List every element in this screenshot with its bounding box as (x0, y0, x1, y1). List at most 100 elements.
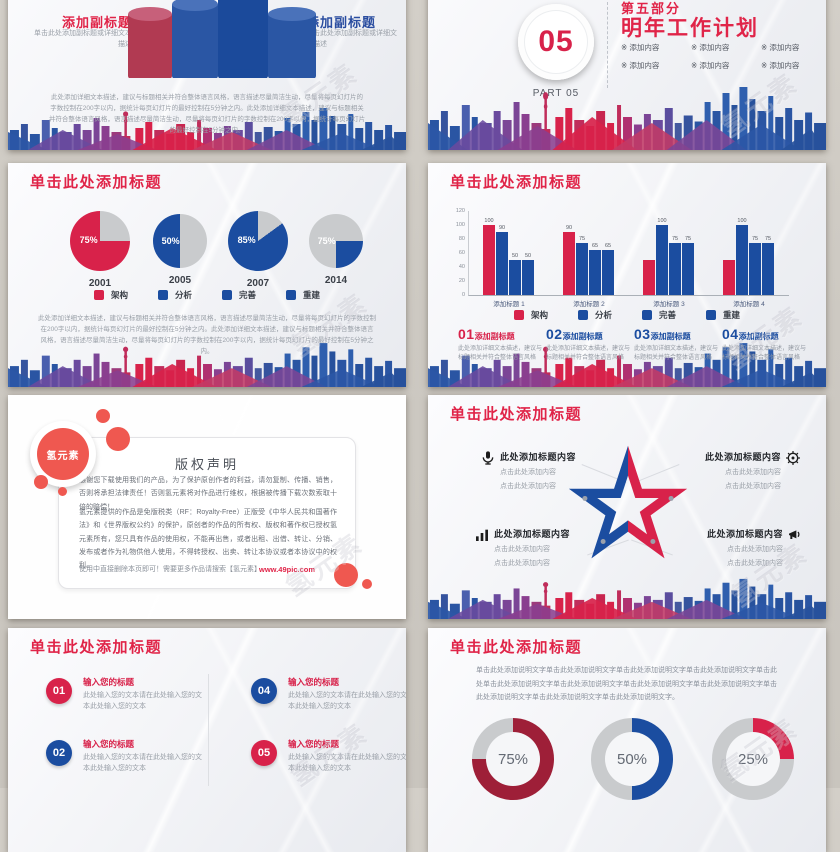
item-number-badge: 04 (251, 678, 277, 704)
callout-top-left: 此处添加标题内容 点击此处添加内容 点击此处添加内容 (480, 450, 605, 491)
callout-title: 此处添加标题内容 (494, 529, 571, 539)
slide-thumbnail-5[interactable]: 版权声明 感谢您下载使用我们的产品，为了保护原创作者的利益，请勿复制、传播、销售… (8, 395, 406, 619)
microphone-icon (482, 451, 494, 465)
copyright-card: 版权声明 感谢您下载使用我们的产品，为了保护原创作者的利益，请勿复制、传播、销售… (58, 437, 356, 589)
copyright-paragraph-2: 氢元素提供的作品是免版税类（RF：Royalty-Free）正版受《中华人民共和… (79, 509, 337, 570)
item-number-badge: 01 (46, 678, 72, 704)
section-subtitle: 第五部分 (621, 1, 682, 16)
legend-label: 完善 (239, 290, 257, 300)
content-item: ※ 添加内容 (691, 61, 730, 70)
dotted-divider (607, 2, 608, 88)
city-skyline (428, 577, 826, 619)
decor-dot (96, 409, 110, 423)
numbered-item-04: 04 输入您的标题 此处输入您的文本请在此处输入您的文本此处输入您的文本 (251, 676, 406, 713)
legend-label: 完善 (659, 310, 677, 320)
copyright-title: 版权声明 (174, 457, 239, 472)
legend-label: 分析 (174, 290, 192, 300)
slide-title: 单击此处添加标题 (450, 639, 583, 656)
content-item: ※ 添加内容 (621, 61, 660, 70)
cylinder-left-subtitle: 添加副标题 (61, 15, 132, 30)
numbered-item-01: 01 输入您的标题 此处输入您的文本请在此处输入您的文本此处输入您的文本 (46, 676, 203, 713)
slide-title: 单击此处添加标题 (450, 406, 583, 423)
callout-title: 此处添加标题内容 (500, 452, 577, 462)
callout-bottom-left: 此处添加标题内容 点击此处添加内容 点击此处添加内容 (474, 527, 599, 568)
subtitle-desc: 此处添加详细文本描述，建议与标题相关并符合整体语言风格 (458, 346, 543, 362)
subtitle-title: 添加副标题 (474, 332, 515, 341)
slide-thumbnail-2[interactable]: 05 PART 05 第五部分 明年工作计划 ※ 添加内容 ※ 添加内容 ※ 添… (428, 0, 826, 150)
chart-legend: 架构 分析 完善 重建 (8, 289, 406, 301)
ship-wheel-icon (786, 451, 800, 465)
callout-line: 点击此处添加内容 (494, 546, 550, 553)
callout-bottom-right: 此处添加标题内容 点击此处添加内容 点击此处添加内容 (678, 527, 803, 568)
pie-chart-2005: 50% (153, 214, 207, 268)
legend-label: 重建 (723, 310, 741, 320)
legend-swatch (513, 310, 524, 320)
callout-line: 点击此处添加内容 (727, 560, 783, 567)
subtitle-block-02: 02添加副标题 此处添加详细文本描述，建议与标题相关并符合整体语言风格 (546, 326, 630, 364)
legend-swatch (286, 290, 297, 300)
callout-title: 此处添加标题内容 (706, 529, 783, 539)
pie-year-label: 2014 (324, 275, 348, 286)
pie-chart-2001: 75% (70, 211, 130, 271)
subtitle-number: 02 (546, 326, 563, 342)
subtitle-number: 04 (722, 326, 739, 342)
slide-thumbnail-6[interactable]: 单击此处添加标题 此处添加标题内容 点击此处添加内容 点击此处添加内容 (428, 395, 826, 619)
section-title: 明年工作计划 (621, 17, 759, 40)
slide-thumbnail-3[interactable]: 单击此处添加标题 75% 2001 50% 2005 85% 2007 75% … (8, 163, 406, 387)
body-paragraph: 此处添加详细文本描述，建议与标题相关并符合整体语言风格，语言描述尽量简洁生动，尽… (38, 315, 376, 356)
subtitle-desc: 此处添加详细文本描述，建议与标题相关并符合整体语言风格 (546, 346, 631, 362)
donut-chart-25: 25% (712, 718, 794, 800)
column-divider (208, 674, 209, 786)
slide-thumbnail-4[interactable]: 单击此处添加标题 0 20 40 60 80 100 120 添加标题 1 100 90 50 50 添… (428, 163, 826, 387)
copyright-paragraph-1: 感谢您下载使用我们的产品，为了保护原创作者的利益，请勿复制、传播、销售，否则将承… (79, 477, 337, 511)
subtitle-number: 01 (458, 326, 475, 342)
callout-line: 点击此处添加内容 (500, 469, 556, 476)
subtitle-block-01: 01添加副标题 此处添加详细文本描述，建议与标题相关并符合整体语言风格 (458, 326, 542, 364)
brand-badge-label: 氢元素 (37, 428, 89, 480)
subtitle-desc: 此处添加详细文本描述，建议与标题相关并符合整体语言风格 (634, 346, 719, 362)
donut-chart-50: 50% (591, 718, 673, 800)
cylinder-chart (116, 0, 316, 83)
subtitle-number: 03 (634, 326, 651, 342)
copyright-footer: 使用中直接删除本页即可！需要更多作品请搜索【氢元素】 (79, 566, 261, 573)
slide-thumbnail-7[interactable]: 单击此处添加标题 01 输入您的标题 此处输入您的文本请在此处输入您的文本此处输… (8, 628, 406, 852)
legend-swatch (222, 290, 232, 300)
decor-dot (106, 427, 130, 451)
callout-title: 此处添加标题内容 (704, 452, 781, 462)
slide-thumbnail-8[interactable]: 单击此处添加标题 单击此处添加说明文字单击此处添加说明文字单击此处添加说明文字单… (428, 628, 826, 852)
legend-label: 重建 (303, 290, 321, 300)
slide-title: 单击此处添加标题 (450, 174, 583, 191)
body-paragraph: 单击此处添加说明文字单击此处添加说明文字单击此处添加说明文字单击此处添加说明文字… (476, 667, 777, 702)
subtitle-title: 添加副标题 (650, 332, 691, 341)
slide-thumbnail-1[interactable]: 添加副标题 单击此处添加副标题或详细文本描述 添加副标题 单击此处添加副标题或详… (8, 0, 406, 150)
legend-swatch (157, 290, 168, 300)
subtitle-block-04: 04添加副标题 此处添加详细文本描述，建议与标题相关并符合整体语言风格 (722, 326, 806, 364)
slide-title: 单击此处添加标题 (30, 174, 163, 191)
item-number-badge: 05 (251, 740, 277, 766)
website-link[interactable]: www.49pic.com (259, 565, 315, 574)
item-title: 输入您的标题 (83, 739, 135, 749)
donut-value-label: 50% (605, 732, 659, 786)
legend-swatch (706, 310, 717, 320)
pie-year-label: 2007 (246, 278, 270, 289)
item-title: 输入您的标题 (288, 677, 340, 687)
content-item: ※ 添加内容 (761, 43, 800, 52)
item-body: 此处输入您的文本请在此处输入您的文本此处输入您的文本 (288, 754, 406, 772)
content-item: ※ 添加内容 (691, 43, 730, 52)
pie-value-label: 75% (317, 235, 336, 246)
callout-line: 点击此处添加内容 (494, 560, 550, 567)
subtitle-title: 添加副标题 (738, 332, 779, 341)
legend-label: 架构 (110, 290, 128, 300)
subtitle-block-03: 03添加副标题 此处添加详细文本描述，建议与标题相关并符合整体语言风格 (634, 326, 718, 364)
item-number-badge: 02 (46, 740, 72, 766)
decor-dot (34, 475, 48, 489)
pie-value-label: 50% (161, 235, 180, 246)
pie-value-label: 85% (237, 235, 256, 245)
subtitle-desc: 此处添加详细文本描述，建议与标题相关并符合整体语言风格 (722, 346, 807, 362)
legend-label: 架构 (530, 310, 548, 320)
item-title: 输入您的标题 (288, 739, 340, 749)
pie-chart-2007: 85% (228, 211, 288, 271)
pie-year-label: 2005 (168, 275, 192, 286)
cylinder-right-subtitle: 添加副标题 (306, 15, 377, 30)
cylinder-right-desc: 单击此处添加副标题或详细文本描述 (306, 30, 397, 48)
